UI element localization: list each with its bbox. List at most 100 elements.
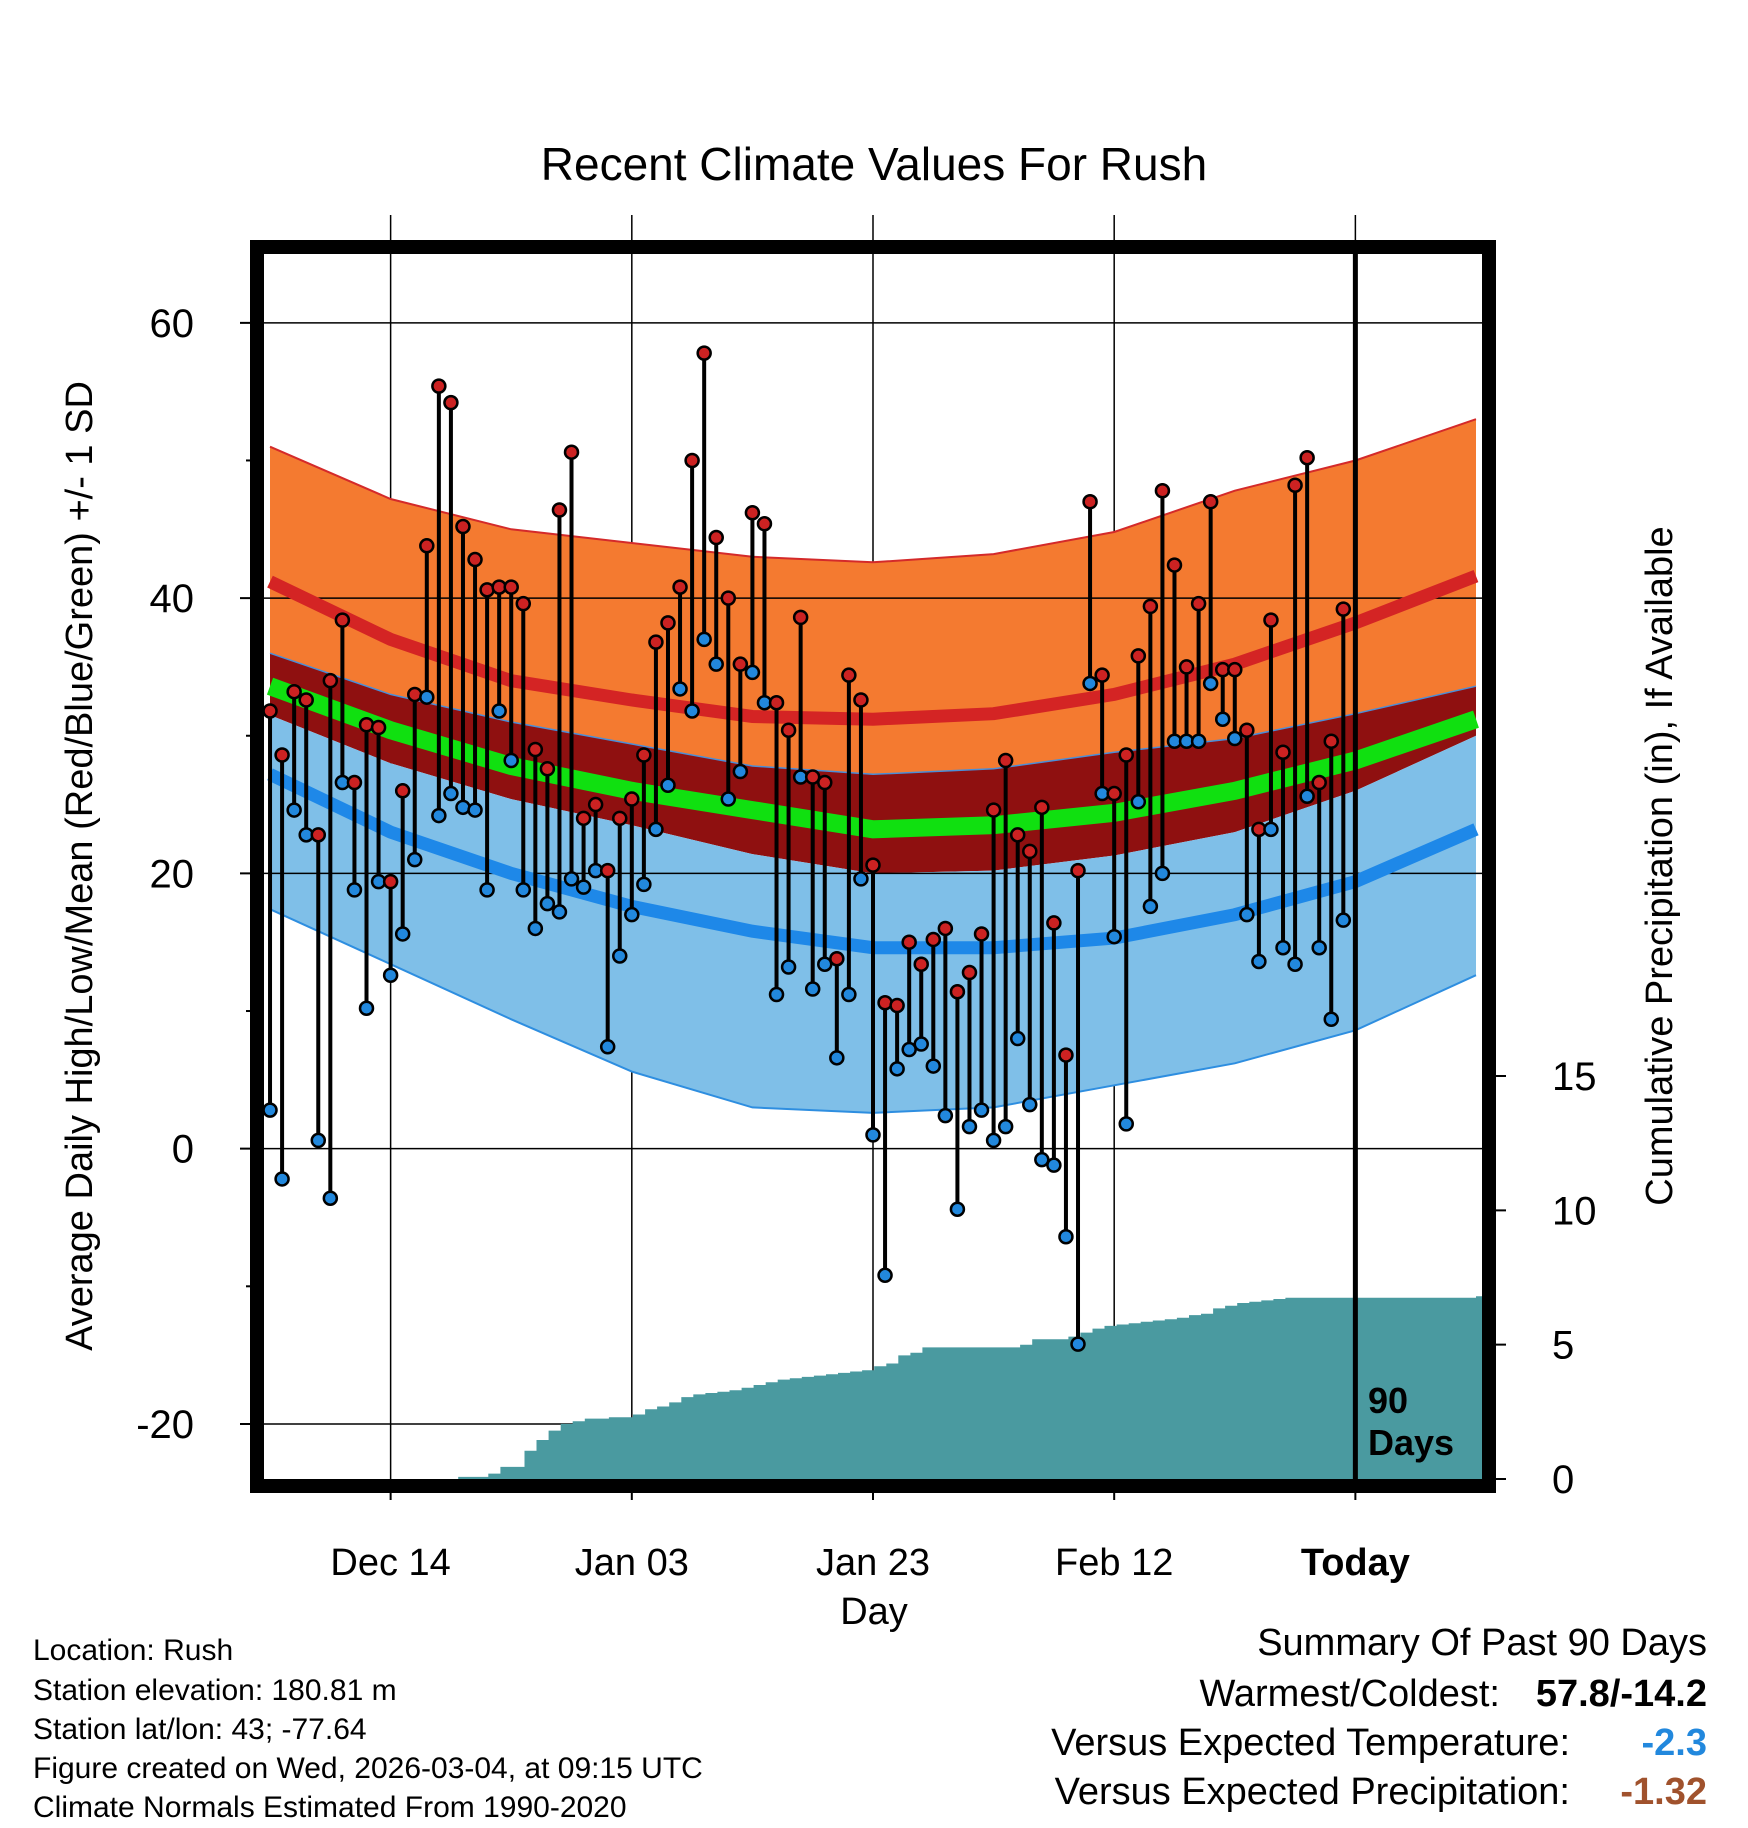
info-normals: Climate Normals Estimated From 1990-2020 [33, 1791, 627, 1824]
daily-high-point [1299, 449, 1315, 466]
daily-high-point [394, 783, 411, 799]
daily-low-point [780, 959, 797, 975]
daily-high-point [467, 551, 483, 568]
y2-axis-label: Cumulative Precipitation (in), If Availa… [1639, 526, 1681, 1205]
daily-high-point [853, 692, 869, 708]
x-axis-label: Day [840, 1591, 908, 1633]
daily-high-point [322, 672, 339, 689]
daily-low-point [1190, 733, 1207, 749]
daily-high-point [732, 656, 749, 672]
daily-high-point [961, 964, 978, 981]
x-tick-label: Dec 14 [330, 1542, 450, 1584]
daily-high-point [1070, 862, 1086, 879]
daily-low-point [1214, 711, 1231, 727]
daily-low-point [491, 703, 507, 719]
daily-high-point [382, 873, 399, 890]
daily-low-point [503, 752, 519, 769]
y2-axis: 0 5 10 15 [1489, 1055, 1597, 1502]
daily-low-point [479, 882, 495, 898]
daily-high-point [599, 862, 616, 879]
daily-low-point [660, 777, 676, 794]
daily-high-point [1311, 774, 1327, 791]
daily-high-point [1287, 477, 1303, 493]
daily-high-point [1009, 827, 1026, 843]
daily-high-point [1190, 595, 1207, 612]
daily-low-point [612, 948, 628, 964]
daily-high-point [1275, 744, 1291, 761]
info-elevation: Station elevation: 180.81 m [33, 1674, 397, 1707]
daily-high-point [1227, 661, 1243, 678]
daily-low-point [1022, 1096, 1038, 1113]
daily-low-point [358, 1000, 375, 1017]
daily-high-point [780, 722, 797, 738]
summary-temp-value: -2.3 [1642, 1722, 1707, 1764]
daily-low-point [1287, 956, 1303, 972]
daily-high-point [973, 926, 990, 942]
daily-low-point [1335, 912, 1352, 928]
daily-low-point [744, 664, 761, 681]
daily-high-point [684, 452, 700, 469]
daily-high-point [841, 667, 857, 683]
daily-low-point [672, 681, 688, 697]
daily-high-point [756, 516, 773, 532]
daily-low-point [1299, 788, 1315, 805]
daily-low-point [708, 656, 724, 672]
daily-low-point [563, 871, 580, 887]
daily-low-point [1106, 928, 1122, 945]
daily-low-point [985, 1132, 1002, 1149]
daily-high-point [551, 502, 568, 518]
y2-tick-label: 0 [1552, 1458, 1574, 1502]
daily-low-point [961, 1118, 978, 1135]
daily-low-point [853, 871, 869, 887]
daily-high-point [262, 703, 278, 719]
daily-high-point [660, 615, 676, 631]
daily-low-point [925, 1058, 942, 1074]
daily-low-point [443, 785, 459, 802]
daily-high-point [937, 920, 954, 937]
summary-precip-value: -1.32 [1620, 1771, 1707, 1813]
daily-low-point [527, 920, 544, 937]
daily-low-point [1034, 1151, 1050, 1168]
daily-low-point [515, 882, 532, 898]
daily-high-point [1094, 667, 1110, 683]
daily-low-point [841, 986, 857, 1003]
daily-high-point [1046, 915, 1062, 931]
daily-low-point [1263, 821, 1279, 838]
daily-high-point [1106, 785, 1122, 802]
daily-high-point [334, 612, 351, 628]
x-tick-label: Jan 03 [575, 1542, 689, 1584]
today-days-label-line2: Days [1368, 1422, 1454, 1463]
daily-high-point [1118, 747, 1134, 763]
daily-low-point [406, 851, 423, 868]
y-axis: -20 0 20 40 60 [136, 302, 257, 1447]
daily-low-point [937, 1107, 954, 1124]
daily-low-point [1046, 1157, 1062, 1173]
daily-high-point [346, 774, 363, 791]
y2-tick-label: 10 [1552, 1189, 1597, 1233]
daily-high-point [1082, 494, 1098, 510]
normal-high-line [267, 570, 1479, 726]
daily-low-point [624, 906, 640, 923]
daily-low-point [431, 807, 447, 824]
daily-low-point [817, 956, 833, 972]
daily-low-point [804, 981, 821, 997]
daily-high-point [1239, 722, 1255, 738]
daily-low-point [1251, 953, 1267, 970]
daily-low-point [1070, 1336, 1086, 1352]
daily-low-point [286, 802, 302, 818]
daily-low-point [997, 1118, 1014, 1135]
daily-high-point [455, 518, 471, 535]
daily-high-point [575, 810, 592, 827]
daily-low-point [262, 1102, 278, 1118]
daily-low-point [1058, 1229, 1074, 1245]
precip-cumulative-area [270, 1296, 1482, 1479]
daily-low-point [636, 876, 652, 893]
daily-high-point [419, 538, 435, 554]
y2-tick-label: 5 [1552, 1324, 1574, 1368]
daily-low-point [949, 1201, 966, 1217]
daily-high-point [370, 719, 387, 736]
summary-temp-label: Versus Expected Temperature: [1051, 1722, 1570, 1764]
daily-high-point [865, 857, 881, 873]
daily-low-point [648, 821, 664, 838]
